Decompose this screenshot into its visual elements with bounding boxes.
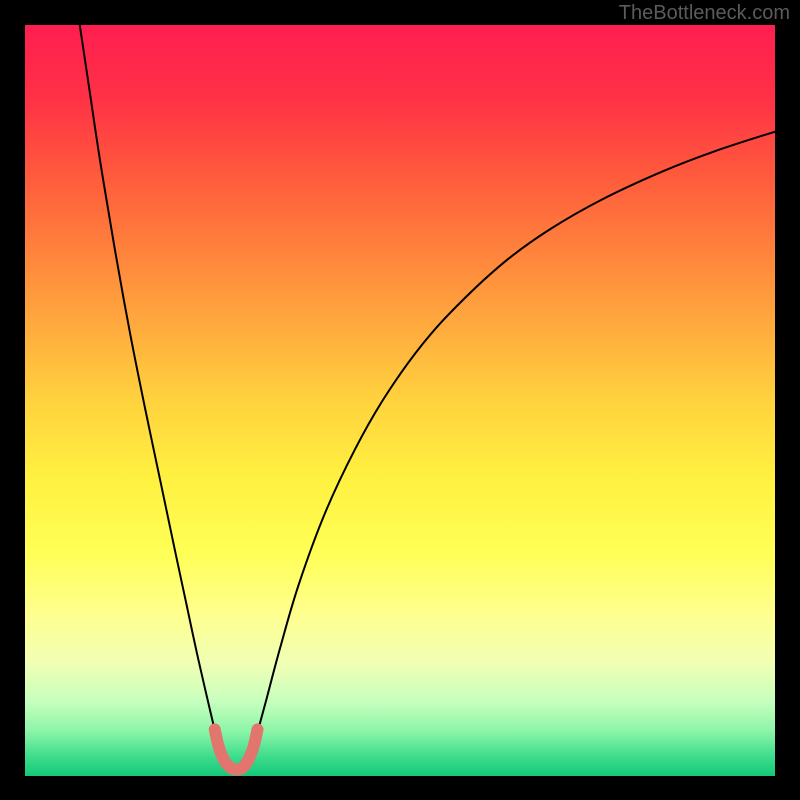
plot-background — [25, 25, 775, 776]
chart-container: TheBottleneck.com — [0, 0, 800, 800]
bottleneck-chart — [0, 0, 800, 800]
watermark-text: TheBottleneck.com — [619, 2, 790, 25]
